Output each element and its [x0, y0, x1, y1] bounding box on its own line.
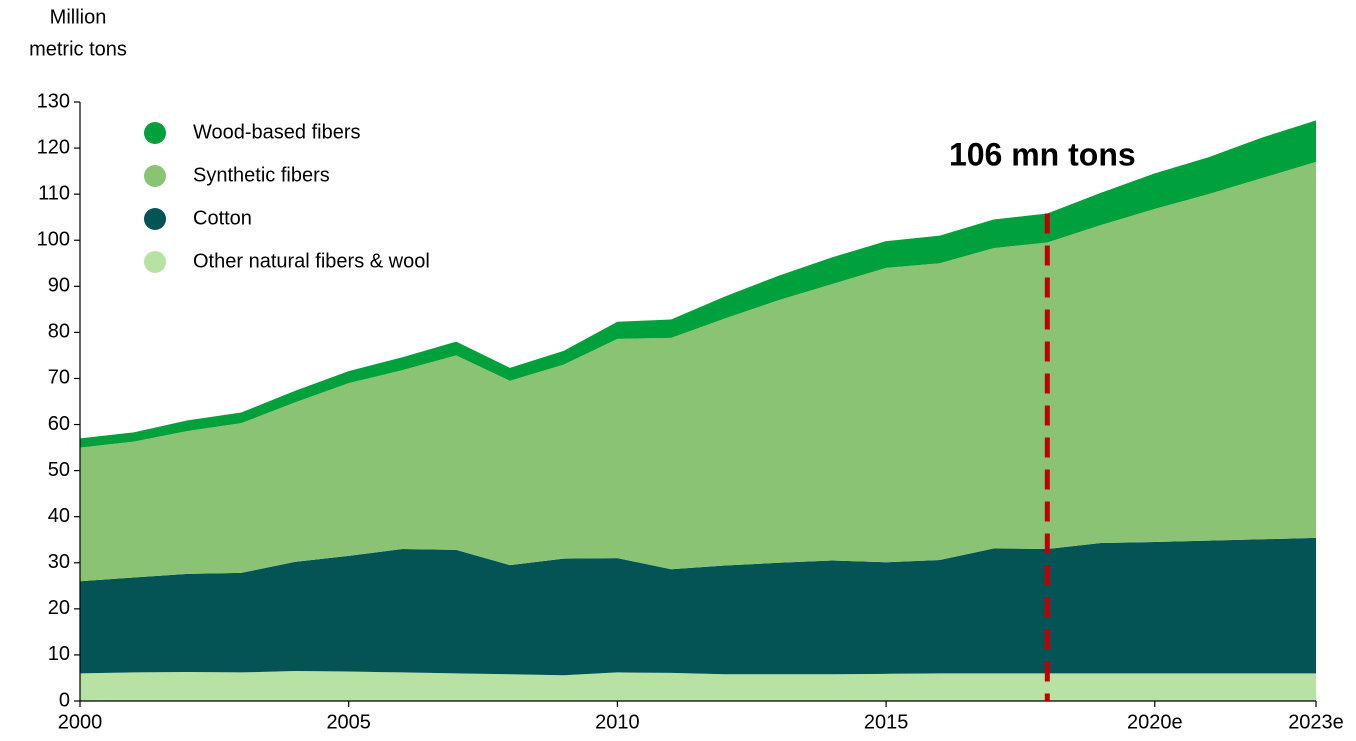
x-tick-label: 2020e [1127, 711, 1183, 733]
x-tick-label: 2023e [1288, 711, 1344, 733]
legend-marker [144, 208, 166, 230]
x-tick-label: 2015 [864, 711, 909, 733]
y-tick-label: 130 [37, 90, 70, 112]
area [80, 671, 1316, 701]
y-tick-label: 50 [48, 459, 70, 481]
legend-marker [144, 251, 166, 273]
y-tick-label: 90 [48, 275, 70, 297]
y-tick-label: 40 [48, 505, 70, 527]
y-tick-label: 70 [48, 367, 70, 389]
area [80, 537, 1316, 676]
y-tick-label: 10 [48, 643, 70, 665]
legend-label: Synthetic fibers [193, 164, 330, 186]
x-tick-label: 2010 [595, 711, 640, 733]
legend-label: Wood-based fibers [193, 121, 361, 143]
y-tick-label: 100 [37, 229, 70, 251]
legend-label: Cotton [193, 207, 252, 229]
y-axis-label: Million [50, 6, 107, 28]
annotation: 106 mn tons [949, 136, 1136, 172]
y-tick-label: 60 [48, 413, 70, 435]
area [80, 161, 1316, 582]
y-tick-label: 80 [48, 321, 70, 343]
y-tick-label: 110 [38, 182, 70, 204]
area [80, 120, 1316, 448]
y-tick-label: 0 [59, 689, 70, 711]
x-tick-label: 2000 [58, 711, 103, 733]
legend-marker [144, 165, 166, 187]
y-tick-label: 20 [48, 597, 70, 619]
y-axis-label: metric tons [29, 38, 127, 60]
legend-label: Other natural fibers & wool [193, 250, 430, 272]
legend-marker [144, 122, 166, 144]
x-tick-label: 2005 [326, 711, 371, 733]
y-tick-label: 120 [37, 136, 70, 158]
y-tick-label: 30 [48, 551, 70, 573]
